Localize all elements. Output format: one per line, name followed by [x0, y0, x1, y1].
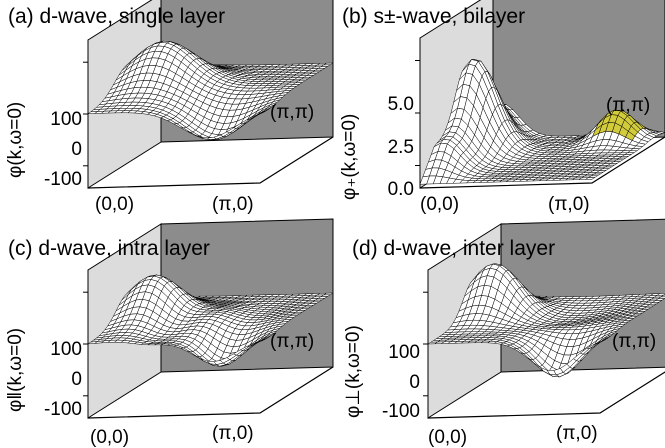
- tick-label-d-1: 100: [368, 343, 420, 362]
- tick-label-d-2: 0: [368, 373, 420, 392]
- corner-label-far-d: (π,π): [612, 332, 656, 351]
- y-axis-label-d: φ⊥(k,ω=0): [344, 325, 363, 418]
- corner-label-origin-d: (0,0): [428, 428, 467, 447]
- panel-title-d: (d) d-wave, inter layer: [352, 238, 555, 259]
- tick-label-d-3: -100: [368, 402, 420, 421]
- corner-label-x-d: (π,0): [556, 424, 598, 443]
